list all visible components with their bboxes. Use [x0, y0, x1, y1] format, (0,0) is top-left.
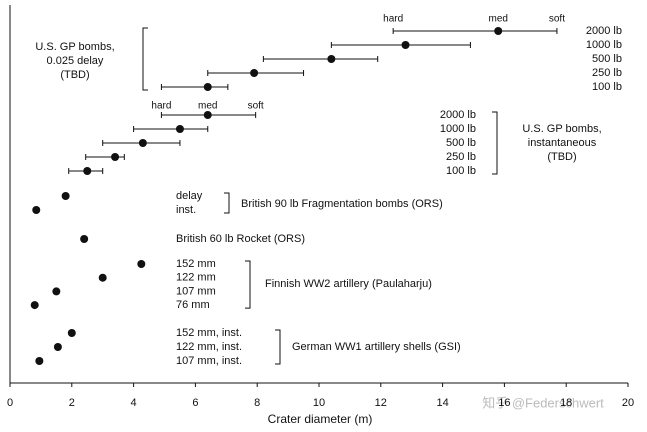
data-point: [52, 287, 61, 296]
group-label: Finnish WW2 artillery (Paulaharju): [265, 278, 432, 290]
x-axis-label: Crater diameter (m): [268, 412, 373, 426]
item-label: 250 lb: [446, 151, 476, 163]
error-bar: [160, 84, 229, 90]
x-tick-label: 6: [192, 397, 198, 409]
group-label: (TBD): [60, 69, 89, 81]
x-tick-label: 0: [7, 397, 13, 409]
data-point: [80, 235, 89, 243]
bracket: [492, 111, 498, 175]
data-point: [401, 41, 410, 49]
item-label: 152 mm: [176, 258, 216, 270]
data-point: [61, 192, 70, 200]
item-label: 107 mm: [176, 285, 216, 297]
group-label: British 60 lb Rocket (ORS): [176, 233, 305, 245]
item-label: 2000 lb: [440, 109, 476, 121]
data-point: [35, 357, 44, 365]
error-bar: [392, 28, 558, 34]
data-point: [111, 153, 120, 161]
item-label: 122 mm: [176, 272, 216, 284]
error-bar: [133, 126, 209, 132]
item-label: inst.: [176, 204, 196, 216]
range-marker: hard: [151, 101, 171, 112]
bracket: [275, 329, 281, 365]
data-point: [53, 343, 62, 351]
item-label: 76 mm: [176, 299, 210, 311]
item-label: 500 lb: [592, 53, 622, 65]
range-marker: med: [198, 101, 217, 112]
item-label: 152 mm, inst.: [176, 327, 242, 339]
range-marker: soft: [549, 14, 565, 25]
x-tick-label: 10: [313, 397, 325, 409]
item-label: 100 lb: [592, 81, 622, 93]
range-marker: hard: [383, 14, 403, 25]
item-label: 107 mm, inst.: [176, 355, 242, 367]
error-bar: [262, 56, 379, 62]
group-label: 0.025 delay: [47, 55, 104, 67]
data-point: [494, 27, 503, 35]
item-label: 122 mm, inst.: [176, 341, 242, 353]
data-point: [250, 69, 259, 77]
x-tick-label: 4: [131, 397, 137, 409]
x-tick-label: 18: [560, 397, 572, 409]
item-label: 1000 lb: [440, 123, 476, 135]
bracket: [224, 192, 230, 214]
data-point: [98, 273, 107, 282]
data-point: [138, 139, 147, 147]
x-tick-label: 12: [375, 397, 387, 409]
item-label: 250 lb: [592, 67, 622, 79]
item-label: 2000 lb: [586, 25, 622, 37]
item-label: 500 lb: [446, 137, 476, 149]
group-label: U.S. GP bombs,: [522, 123, 601, 135]
watermark: 知乎 @Federschwert: [482, 395, 604, 410]
x-tick-label: 2: [69, 397, 75, 409]
data-point: [137, 260, 146, 268]
data-point: [175, 125, 184, 133]
error-bar: [330, 42, 471, 48]
group-label: British 90 lb Fragmentation bombs (ORS): [241, 198, 443, 210]
item-label: 1000 lb: [586, 39, 622, 51]
x-tick-label: 8: [254, 397, 260, 409]
group-label: U.S. GP bombs,: [35, 41, 114, 53]
data-point: [203, 111, 212, 119]
data-point: [32, 206, 41, 214]
group-label: (TBD): [547, 151, 576, 163]
x-tick-label: 14: [436, 397, 448, 409]
item-label: 100 lb: [446, 165, 476, 177]
bracket: [142, 27, 148, 91]
group-label: German WW1 artillery shells (GSI): [292, 341, 461, 353]
x-tick-label: 20: [622, 397, 634, 409]
group-label: instantaneous: [528, 137, 597, 149]
data-point: [203, 83, 212, 91]
range-marker: med: [488, 14, 507, 25]
x-tick-label: 16: [498, 397, 510, 409]
data-point: [30, 301, 39, 310]
item-label: delay: [176, 190, 203, 202]
data-point: [327, 55, 336, 63]
bracket: [245, 260, 251, 309]
data-point: [67, 329, 76, 337]
data-point: [83, 167, 92, 175]
range-marker: soft: [248, 101, 264, 112]
